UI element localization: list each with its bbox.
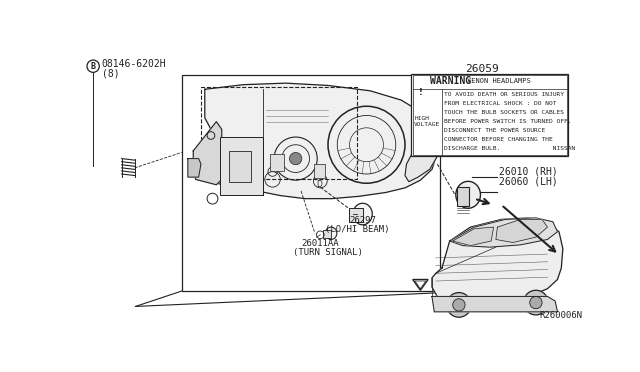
Text: 26059: 26059 (465, 64, 499, 74)
Text: DISCHARGE BULB.              NISSAN: DISCHARGE BULB. NISSAN (444, 145, 575, 151)
Text: 08146-6202H: 08146-6202H (102, 59, 166, 69)
Text: HIGH
VOLTAGE: HIGH VOLTAGE (414, 116, 440, 127)
Text: 26060 (LH): 26060 (LH) (499, 177, 557, 187)
Circle shape (524, 290, 548, 315)
Circle shape (289, 153, 302, 165)
Polygon shape (405, 114, 437, 182)
Ellipse shape (353, 203, 372, 225)
Bar (230, 151, 251, 182)
Polygon shape (188, 158, 201, 177)
Text: XENON HEADLAMPS: XENON HEADLAMPS (467, 78, 531, 84)
Polygon shape (452, 227, 493, 246)
Bar (182, 76, 440, 291)
Polygon shape (450, 218, 557, 247)
Text: (LO/HI BEAM): (LO/HI BEAM) (325, 225, 389, 234)
Bar (220, 137, 262, 195)
Text: WARNING: WARNING (429, 76, 471, 86)
Text: (8): (8) (102, 68, 119, 78)
Text: 26011AA: 26011AA (301, 239, 339, 248)
Polygon shape (193, 122, 221, 185)
Text: FROM ELECTRICAL SHOCK : DO NOT: FROM ELECTRICAL SHOCK : DO NOT (444, 101, 557, 106)
Text: R260006N: R260006N (540, 311, 583, 320)
Bar (411, 74, 568, 156)
Text: CONNECTOR BEFORE CHANGING THE: CONNECTOR BEFORE CHANGING THE (444, 137, 553, 142)
Text: 26010 (RH): 26010 (RH) (499, 167, 557, 177)
Ellipse shape (456, 181, 481, 208)
Circle shape (447, 293, 471, 317)
Bar (413, 76, 566, 155)
Bar (323, 230, 331, 238)
Bar (456, 187, 469, 206)
Bar (314, 164, 325, 178)
Bar (201, 87, 357, 179)
Bar (270, 154, 284, 171)
Text: 26297: 26297 (349, 216, 376, 225)
Bar (349, 208, 363, 222)
Circle shape (530, 296, 542, 309)
Text: !: ! (419, 88, 422, 97)
Polygon shape (432, 218, 563, 302)
Polygon shape (432, 296, 557, 312)
Polygon shape (496, 219, 547, 243)
Circle shape (452, 299, 465, 311)
Text: B: B (91, 62, 95, 71)
Text: TO AVOID DEATH OR SERIOUS INJURY: TO AVOID DEATH OR SERIOUS INJURY (444, 92, 564, 97)
Text: DISCONNECT THE POWER SOURCE: DISCONNECT THE POWER SOURCE (444, 128, 545, 133)
Text: BEFORE POWER SWITCH IS TURNED OFF.: BEFORE POWER SWITCH IS TURNED OFF. (444, 119, 572, 124)
Ellipse shape (325, 227, 337, 240)
Text: TOUCH THE BULB SOCKETS OR CABLES: TOUCH THE BULB SOCKETS OR CABLES (444, 110, 564, 115)
Text: D: D (316, 180, 322, 189)
Polygon shape (192, 83, 437, 199)
Text: (TURN SIGNAL): (TURN SIGNAL) (293, 248, 364, 257)
